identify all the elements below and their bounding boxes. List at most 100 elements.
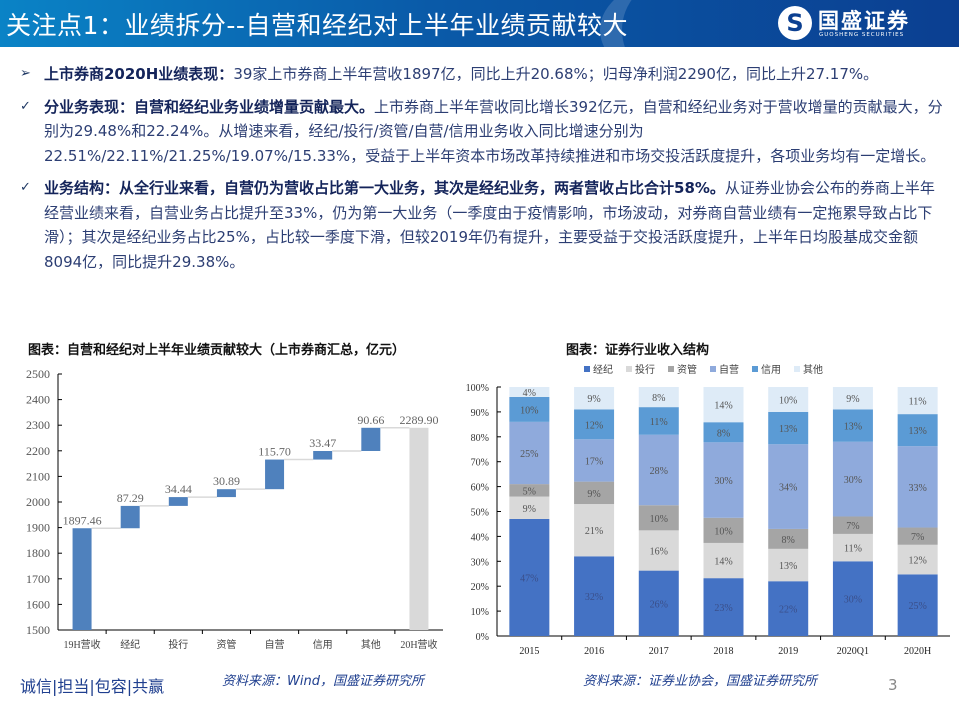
data-label: 33% [908, 483, 926, 494]
footer-motto: 诚信|担当|包容|共赢 [20, 677, 165, 696]
waterfall-bar [361, 427, 381, 451]
stacked-segment [509, 396, 550, 422]
data-label: 25% [520, 449, 538, 460]
page-title: 关注点1：业绩拆分--自营和经纪对上半年业绩贡献较大 [6, 11, 628, 40]
stacked-segment [638, 434, 679, 506]
data-label: 30% [844, 475, 862, 486]
bullet-text: 39家上市券商上半年营收1897亿，同比上升20.68%；归母净利润2290亿，… [233, 65, 879, 83]
data-label: 10% [779, 395, 797, 406]
stacked-segment [832, 516, 873, 534]
logo-icon: S [778, 6, 812, 40]
stacked-segment [832, 561, 873, 636]
data-label: 47% [520, 573, 538, 584]
y-tick-label: 1900 [26, 521, 50, 535]
data-label: 2289.90 [399, 413, 438, 427]
legend-label: 投行 [635, 363, 655, 376]
data-label: 13% [844, 422, 862, 433]
stacked-segment [638, 570, 679, 636]
x-tick-label: 19H营收 [63, 638, 100, 651]
stacked-segment [832, 387, 873, 410]
x-tick-label: 其他 [361, 638, 381, 651]
stacked-segment [509, 496, 550, 519]
x-tick-label: 2020Q1 [837, 646, 869, 657]
stacked-segment [703, 422, 744, 443]
data-label: 10% [650, 514, 668, 525]
stacked-segment [638, 407, 679, 435]
stacked-segment [768, 581, 809, 636]
summary-text: ➢ 上市券商2020H业绩表现：39家上市券商上半年营收1897亿，同比上升20.… [14, 62, 944, 282]
stacked-segment [574, 409, 615, 440]
page-number: 3 [888, 676, 898, 694]
x-tick-label: 2017 [649, 646, 669, 657]
legend-swatch [668, 366, 674, 372]
data-label: 9% [587, 489, 600, 500]
stacked-segment [897, 574, 938, 636]
y-tick-label: 10% [471, 607, 489, 618]
y-tick-label: 1500 [26, 623, 50, 637]
stacked-segment [638, 387, 679, 408]
stacked-segment [703, 387, 744, 423]
stacked-segment [638, 505, 679, 531]
y-tick-label: 100% [466, 383, 489, 394]
y-tick-label: 1800 [26, 546, 50, 560]
x-tick-label: 2019 [778, 646, 798, 657]
data-label: 9% [523, 504, 536, 515]
stacked-segment [574, 556, 615, 636]
company-logo: S 国盛证券 GUOSHENG SECURITIES [778, 5, 958, 43]
y-tick-label: 2000 [26, 495, 50, 509]
stacked-segment [703, 442, 744, 518]
stacked-segment [509, 518, 550, 636]
y-tick-label: 2500 [26, 367, 50, 381]
data-label: 11% [909, 397, 927, 408]
data-label: 14% [714, 557, 732, 568]
data-label: 21% [585, 526, 603, 537]
y-tick-label: 1600 [26, 597, 50, 611]
data-label: 30.89 [213, 474, 240, 488]
data-label: 25% [908, 601, 926, 612]
data-label: 30% [844, 595, 862, 606]
bullet-text: 上市券商上半年营收同比增长392亿元，自营和经纪业务对于营收增量的贡献最大，分别… [44, 97, 943, 165]
bullet-heading: 上市券商2020H业绩表现： [44, 65, 234, 83]
stacked-segment [574, 439, 615, 482]
x-tick-label: 2016 [584, 646, 604, 657]
x-tick-label: 2018 [714, 646, 734, 657]
check-bullet-icon: ✓ [20, 98, 31, 114]
stacked-segment [703, 542, 744, 579]
arrow-bullet-icon: ➢ [20, 66, 31, 81]
stacked-segment [703, 517, 744, 543]
data-label: 13% [779, 561, 797, 572]
bullet-heading: 分业务表现：自营和经纪业务业绩增量贡献最大。 [44, 97, 375, 116]
y-tick-label: 2200 [26, 444, 50, 458]
data-label: 10% [520, 405, 538, 416]
stacked-segment [703, 578, 744, 636]
y-tick-label: 30% [471, 557, 489, 568]
logo-name: 国盛证券 [818, 9, 910, 33]
waterfall-bar [72, 528, 92, 630]
x-tick-label: 2020H [904, 646, 931, 657]
stacked-segment [574, 481, 615, 505]
x-tick-label: 信用 [313, 639, 333, 651]
stacked-segment [897, 527, 938, 545]
data-label: 87.29 [117, 491, 144, 505]
legend-swatch [752, 366, 758, 372]
y-tick-label: 90% [471, 408, 489, 419]
data-label: 1897.46 [63, 513, 102, 527]
data-label: 14% [714, 401, 732, 412]
y-tick-label: 0% [476, 632, 489, 643]
stacked-segment [768, 528, 809, 549]
x-tick-label: 资管 [216, 638, 236, 651]
stacked-segment [509, 421, 550, 485]
logo-english: GUOSHENG SECURITIES [819, 32, 905, 38]
y-tick-label: 2100 [26, 469, 50, 483]
y-tick-label: 2300 [26, 418, 50, 432]
stacked-segment [768, 387, 809, 412]
y-tick-label: 20% [471, 582, 489, 593]
legend-label: 其他 [803, 363, 823, 376]
stacked-segment [638, 530, 679, 571]
stacked-segment [897, 387, 938, 415]
x-tick-label: 2015 [519, 646, 539, 657]
legend-swatch [710, 366, 716, 372]
data-label: 7% [846, 521, 859, 532]
data-label: 115.70 [258, 445, 291, 459]
y-tick-label: 2400 [26, 393, 50, 407]
